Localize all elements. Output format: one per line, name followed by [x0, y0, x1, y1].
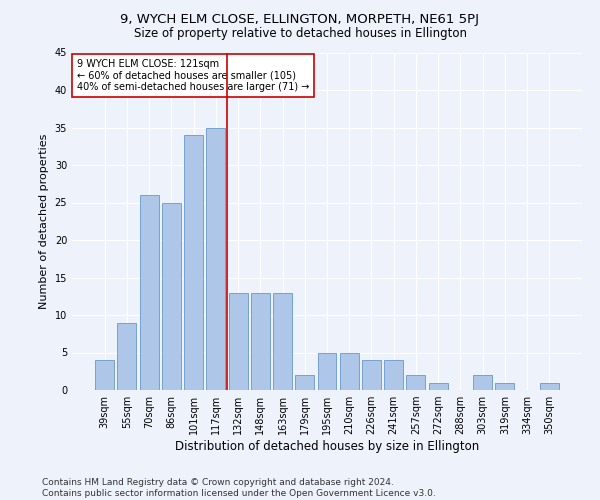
Bar [206, 128, 225, 390]
Y-axis label: Number of detached properties: Number of detached properties [39, 134, 49, 309]
Bar [162, 202, 181, 390]
Bar [473, 375, 492, 390]
Text: Size of property relative to detached houses in Ellington: Size of property relative to detached ho… [133, 28, 467, 40]
Bar [295, 375, 314, 390]
Bar [384, 360, 403, 390]
Bar [95, 360, 114, 390]
Bar [229, 292, 248, 390]
Text: 9, WYCH ELM CLOSE, ELLINGTON, MORPETH, NE61 5PJ: 9, WYCH ELM CLOSE, ELLINGTON, MORPETH, N… [121, 12, 479, 26]
Bar [251, 292, 270, 390]
Bar [406, 375, 425, 390]
Bar [496, 382, 514, 390]
Bar [140, 195, 158, 390]
Bar [118, 322, 136, 390]
X-axis label: Distribution of detached houses by size in Ellington: Distribution of detached houses by size … [175, 440, 479, 453]
Bar [429, 382, 448, 390]
Bar [540, 382, 559, 390]
Bar [273, 292, 292, 390]
Bar [317, 352, 337, 390]
Text: Contains HM Land Registry data © Crown copyright and database right 2024.
Contai: Contains HM Land Registry data © Crown c… [42, 478, 436, 498]
Bar [340, 352, 359, 390]
Bar [184, 135, 203, 390]
Bar [362, 360, 381, 390]
Text: 9 WYCH ELM CLOSE: 121sqm
← 60% of detached houses are smaller (105)
40% of semi-: 9 WYCH ELM CLOSE: 121sqm ← 60% of detach… [77, 59, 310, 92]
